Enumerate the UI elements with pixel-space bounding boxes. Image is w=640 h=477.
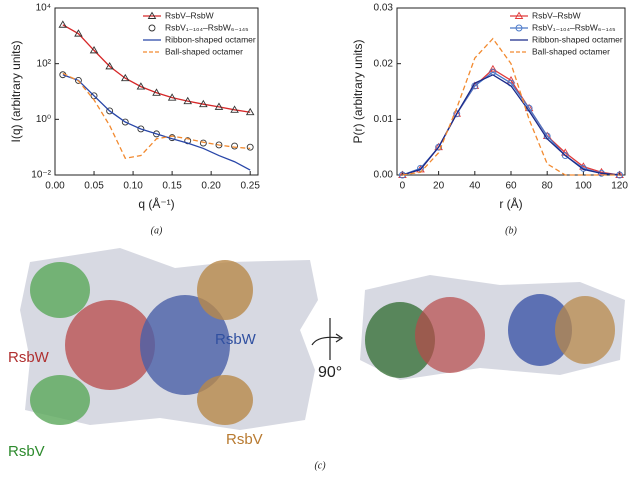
series-line — [62, 24, 251, 113]
x-tick-label: 120 — [611, 181, 628, 192]
marker-triangle — [105, 61, 114, 70]
protein-rsbv — [30, 375, 90, 425]
series-line — [402, 37, 620, 176]
x-tick-label: 0 — [400, 181, 406, 192]
marker-triangle — [89, 45, 99, 54]
marker-circle — [106, 107, 114, 115]
y-tick-label: 0.00 — [374, 170, 394, 181]
x-axis-label: q (Å⁻¹) — [138, 196, 174, 211]
x-tick-label: 0.00 — [45, 181, 65, 192]
marker-triangle — [74, 29, 83, 37]
series-line — [402, 74, 620, 176]
legend-label: Ball-shaped octamer — [165, 46, 243, 56]
protein-rsbv — [197, 260, 253, 320]
legend-label: RsbV₁₋₁₀₄–RsbW₆₋₁₄₅ — [165, 22, 249, 32]
protein-rsbw — [415, 297, 485, 373]
series-line — [62, 74, 251, 171]
marker-circle — [137, 125, 145, 133]
marker-triangle — [434, 142, 443, 151]
protein-rsbw — [65, 300, 155, 390]
plot-frame — [54, 7, 259, 176]
marker-triangle — [58, 20, 68, 28]
legend-label: RsbV₁₋₁₀₄–RsbW₆₋₁₄₅ — [532, 22, 616, 32]
label-rsbv: RsbV — [8, 443, 45, 460]
legend-marker — [514, 11, 524, 19]
marker-triangle — [452, 109, 461, 117]
protein-rsbv — [197, 375, 253, 425]
legend-label: RsbV–RsbW — [532, 10, 581, 20]
series-line — [402, 71, 620, 176]
y-tick-label: 10⁻² — [31, 170, 51, 181]
rotation-arrow — [311, 336, 341, 346]
y-tick-label: 10² — [37, 58, 52, 69]
marker-triangle — [152, 88, 161, 96]
panel-c: RsbW RsbW RsbV RsbV 90° (c) — [8, 248, 625, 471]
x-tick-label: 0.20 — [201, 181, 221, 192]
y-tick-label: 0.02 — [374, 58, 394, 69]
marker-triangle — [183, 96, 193, 105]
y-axis-label: P(r) (arbitrary units) — [351, 39, 365, 143]
label-rsbv: RsbV — [226, 431, 263, 448]
plot-frame — [396, 7, 626, 176]
legend-label: Ribbon-shaped octamer — [165, 34, 256, 44]
label-rsbw: RsbW — [215, 331, 257, 348]
x-tick-label: 20 — [433, 181, 445, 192]
protein-rsbw — [140, 295, 230, 395]
arrow-head — [335, 333, 344, 343]
marker-triangle — [597, 167, 606, 176]
x-tick-label: 0.05 — [84, 181, 104, 192]
series-line — [402, 68, 620, 176]
marker-circle — [435, 143, 443, 151]
marker-triangle — [214, 102, 224, 110]
label-rsbw: RsbW — [8, 349, 50, 366]
legend-marker — [148, 24, 156, 32]
marker-circle — [579, 164, 587, 172]
y-axis-label: I(q) (arbitrary units) — [9, 40, 23, 142]
protein-rsbv — [555, 296, 615, 364]
protein-rsbw — [508, 294, 572, 366]
series-line — [62, 72, 251, 159]
marker-circle — [153, 130, 160, 138]
marker-triangle — [245, 107, 255, 116]
x-axis-label: r (Å) — [499, 196, 522, 211]
legend-marker — [147, 11, 157, 19]
y-tick-label: 0.03 — [374, 3, 394, 14]
marker-circle — [561, 152, 569, 159]
marker-triangle — [120, 73, 130, 82]
marker-circle — [74, 76, 82, 84]
x-tick-label: 0.10 — [123, 181, 143, 192]
marker-circle — [121, 118, 129, 126]
x-tick-label: 0.25 — [240, 181, 260, 192]
rotation-label: 90° — [318, 364, 342, 381]
x-tick-label: 60 — [505, 181, 517, 192]
panel-label: (c) — [314, 460, 326, 471]
protein-rsbv — [30, 262, 90, 318]
marker-triangle — [230, 105, 239, 113]
marker-triangle — [167, 93, 177, 101]
legend-label: RsbV–RsbW — [165, 10, 214, 20]
panel-label: (a) — [151, 225, 163, 236]
x-tick-label: 100 — [575, 181, 592, 192]
x-tick-label: 0.15 — [162, 181, 182, 192]
legend-label: Ribbon-shaped octamer — [532, 34, 623, 44]
y-tick-label: 10⁰ — [36, 114, 51, 125]
marker-triangle — [199, 99, 208, 108]
marker-circle — [246, 143, 254, 151]
marker-triangle — [136, 82, 146, 90]
marker-circle — [231, 142, 239, 150]
marker-circle — [215, 141, 223, 149]
legend-marker — [515, 24, 523, 32]
panel-label: (b) — [505, 225, 517, 236]
x-tick-label: 80 — [542, 181, 554, 192]
x-tick-label: 40 — [469, 181, 481, 192]
legend-label: Ball-shaped octamer — [532, 46, 610, 56]
marker-circle — [199, 139, 207, 147]
y-tick-label: 0.01 — [374, 114, 394, 125]
y-tick-label: 10⁴ — [36, 3, 51, 14]
marker-circle — [453, 110, 461, 118]
